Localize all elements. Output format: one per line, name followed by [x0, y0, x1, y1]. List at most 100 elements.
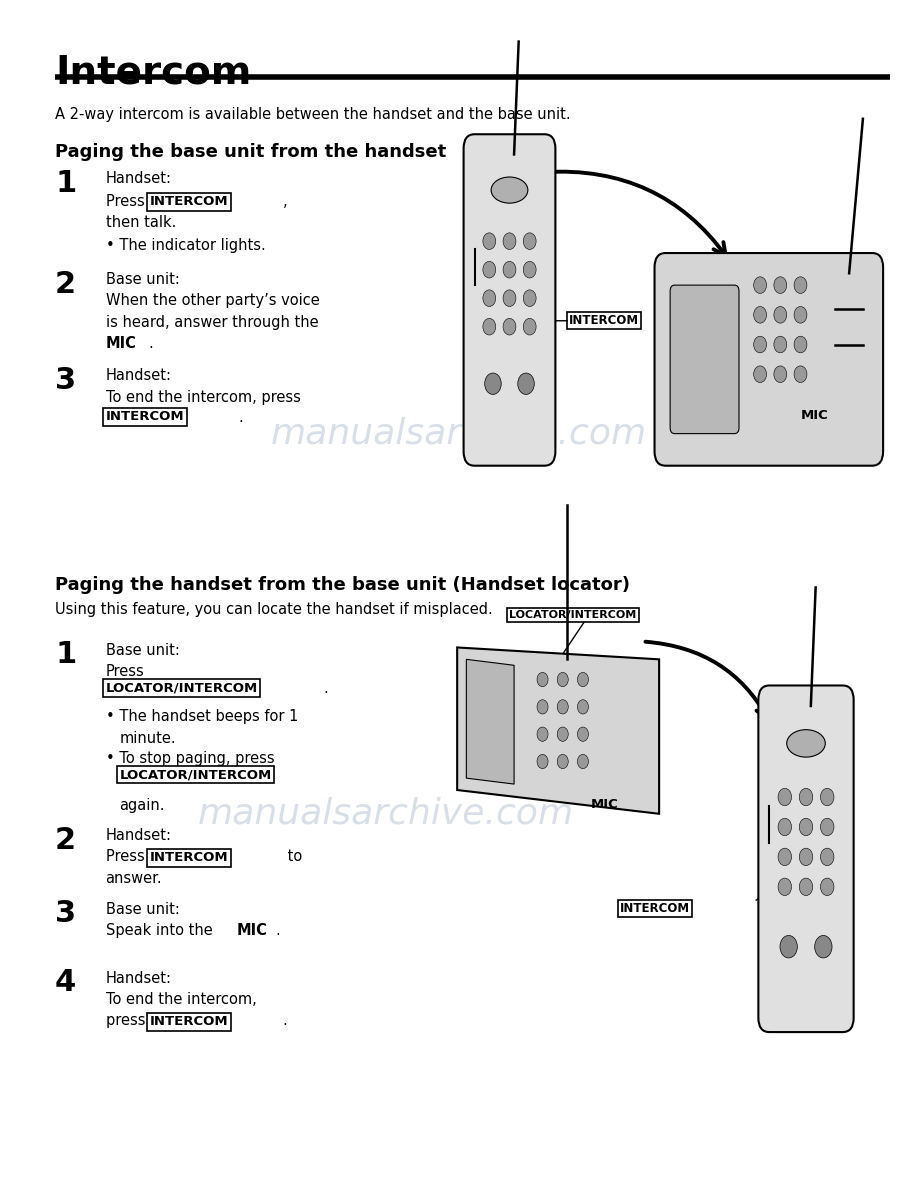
Text: is heard, answer through the: is heard, answer through the	[106, 315, 319, 330]
Circle shape	[800, 848, 812, 866]
Circle shape	[774, 277, 787, 293]
Text: Speak into the: Speak into the	[106, 923, 217, 939]
Text: Handset:: Handset:	[106, 828, 172, 843]
Text: Press: Press	[106, 849, 149, 865]
Circle shape	[778, 819, 791, 835]
Circle shape	[557, 754, 568, 769]
Text: .: .	[239, 410, 243, 425]
Circle shape	[821, 848, 834, 866]
Circle shape	[485, 373, 501, 394]
Circle shape	[577, 672, 588, 687]
Circle shape	[794, 277, 807, 293]
Circle shape	[821, 789, 834, 805]
Text: minute.: minute.	[119, 731, 176, 746]
Text: 1: 1	[55, 169, 76, 197]
Circle shape	[557, 672, 568, 687]
Text: manualsarchive.com: manualsarchive.com	[271, 417, 647, 450]
Circle shape	[754, 336, 767, 353]
FancyBboxPatch shape	[670, 285, 739, 434]
Text: 2: 2	[55, 270, 76, 298]
Text: When the other party’s voice: When the other party’s voice	[106, 293, 319, 309]
Text: INTERCOM: INTERCOM	[150, 1016, 229, 1028]
Circle shape	[778, 848, 791, 866]
Polygon shape	[466, 659, 514, 784]
Circle shape	[537, 700, 548, 714]
Text: To end the intercom, press: To end the intercom, press	[106, 390, 300, 405]
Circle shape	[523, 290, 536, 307]
Text: LOCATOR/INTERCOM: LOCATOR/INTERCOM	[509, 611, 637, 620]
Circle shape	[778, 789, 791, 805]
Circle shape	[523, 318, 536, 335]
Text: .: .	[323, 681, 328, 696]
Circle shape	[537, 727, 548, 741]
FancyBboxPatch shape	[758, 685, 854, 1032]
Circle shape	[800, 789, 812, 805]
Circle shape	[800, 819, 812, 835]
Text: .: .	[149, 336, 153, 352]
Text: again.: again.	[119, 798, 165, 814]
Text: to: to	[283, 849, 302, 865]
Circle shape	[754, 366, 767, 383]
Circle shape	[774, 336, 787, 353]
Text: .: .	[275, 923, 280, 939]
Circle shape	[503, 318, 516, 335]
Text: Press: Press	[106, 194, 149, 209]
Text: A 2-way intercom is available between the handset and the base unit.: A 2-way intercom is available between th…	[55, 107, 571, 122]
Circle shape	[557, 727, 568, 741]
Circle shape	[557, 700, 568, 714]
Text: Intercom: Intercom	[55, 53, 252, 91]
Text: Press: Press	[106, 664, 144, 680]
Ellipse shape	[787, 729, 825, 757]
Text: LOCATOR/INTERCOM: LOCATOR/INTERCOM	[119, 769, 272, 781]
Text: • To stop paging, press: • To stop paging, press	[106, 751, 274, 766]
Text: ,: ,	[283, 194, 287, 209]
Text: Paging the handset from the base unit (Handset locator): Paging the handset from the base unit (H…	[55, 576, 630, 594]
Circle shape	[537, 672, 548, 687]
Text: answer.: answer.	[106, 871, 162, 886]
Text: LOCATOR/INTERCOM: LOCATOR/INTERCOM	[106, 682, 258, 694]
Text: manualsarchive.com: manualsarchive.com	[197, 797, 574, 830]
Circle shape	[503, 233, 516, 249]
FancyBboxPatch shape	[655, 253, 883, 466]
Circle shape	[523, 233, 536, 249]
Text: press: press	[106, 1013, 150, 1029]
Text: MIC: MIC	[106, 336, 137, 352]
Text: INTERCOM: INTERCOM	[150, 852, 229, 864]
Circle shape	[774, 307, 787, 323]
Circle shape	[774, 366, 787, 383]
Circle shape	[523, 261, 536, 278]
Circle shape	[483, 261, 496, 278]
Circle shape	[577, 700, 588, 714]
Text: INTERCOM: INTERCOM	[106, 411, 185, 423]
Text: Handset:: Handset:	[106, 971, 172, 986]
Polygon shape	[457, 647, 659, 814]
Text: Paging the base unit from the handset: Paging the base unit from the handset	[55, 143, 446, 160]
Circle shape	[814, 935, 832, 958]
Circle shape	[780, 935, 798, 958]
Circle shape	[503, 261, 516, 278]
Circle shape	[794, 366, 807, 383]
Circle shape	[483, 233, 496, 249]
Text: To end the intercom,: To end the intercom,	[106, 992, 256, 1007]
Circle shape	[821, 878, 834, 896]
Circle shape	[821, 819, 834, 835]
FancyBboxPatch shape	[464, 134, 555, 466]
Text: Handset:: Handset:	[106, 368, 172, 384]
Circle shape	[577, 754, 588, 769]
Circle shape	[483, 318, 496, 335]
Text: INTERCOM: INTERCOM	[569, 315, 639, 327]
Circle shape	[778, 878, 791, 896]
Text: MIC: MIC	[800, 410, 828, 422]
Text: Base unit:: Base unit:	[106, 902, 179, 917]
Text: .: .	[283, 1013, 287, 1029]
Text: MIC: MIC	[590, 798, 618, 810]
Text: 3: 3	[55, 366, 76, 394]
Text: 1: 1	[55, 640, 76, 669]
Ellipse shape	[491, 177, 528, 203]
Text: Using this feature, you can locate the handset if misplaced.: Using this feature, you can locate the h…	[55, 602, 493, 618]
Circle shape	[754, 277, 767, 293]
Text: INTERCOM: INTERCOM	[620, 903, 689, 915]
Circle shape	[518, 373, 534, 394]
Text: 4: 4	[55, 968, 76, 997]
Text: then talk.: then talk.	[106, 215, 176, 230]
